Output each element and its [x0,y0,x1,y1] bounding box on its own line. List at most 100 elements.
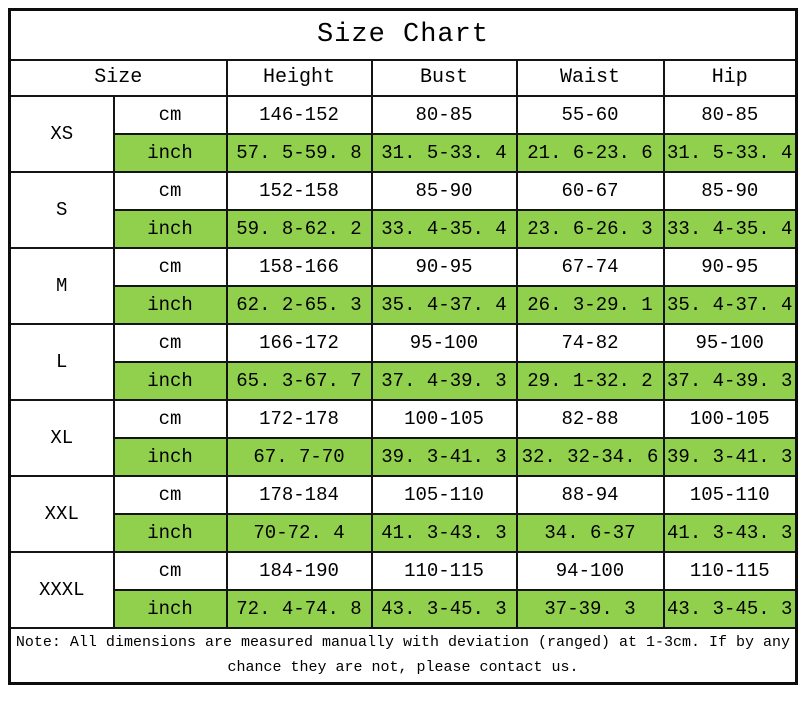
value-cell: 37. 4-39. 3 [370,360,518,401]
header-row: Size Height Bust Waist Hip [8,58,798,97]
unit-cm: cm [112,246,228,287]
value-cell: 57. 5-59. 8 [225,132,373,173]
size-chart-table: Size Chart Size Height Bust Waist Hip XS… [8,8,798,685]
value-cell: 85-90 [370,170,518,211]
row-xxl-inch: inch 70-72. 4 41. 3-43. 3 34. 6-37 41. 3… [10,512,798,553]
unit-inch: inch [112,132,228,173]
value-cell: 31. 5-33. 4 [662,132,798,173]
value-cell: 95-100 [370,322,518,363]
value-cell: 158-166 [225,246,373,287]
row-l-inch: inch 65. 3-67. 7 37. 4-39. 3 29. 1-32. 2… [10,360,798,401]
size-label-s: S [8,170,115,249]
row-xs-inch: inch 57. 5-59. 8 31. 5-33. 4 21. 6-23. 6… [10,132,798,173]
row-xxxl-cm: XXXL cm 184-190 110-115 94-100 110-115 [8,550,798,629]
value-cell: 100-105 [370,398,518,439]
value-cell: 33. 4-35. 4 [662,208,798,249]
value-cell: 37-39. 3 [515,588,665,629]
note-cell: Note: All dimensions are measured manual… [8,626,798,685]
value-cell: 82-88 [515,398,665,439]
value-cell: 88-94 [515,474,665,515]
value-cell: 80-85 [370,94,518,135]
value-cell: 67-74 [515,246,665,287]
value-cell: 80-85 [662,94,798,135]
value-cell: 105-110 [370,474,518,515]
value-cell: 39. 3-41. 3 [662,436,798,477]
row-m-cm: M cm 158-166 90-95 67-74 90-95 [8,246,798,325]
row-xl-cm: XL cm 172-178 100-105 82-88 100-105 [8,398,798,477]
value-cell: 94-100 [515,550,665,591]
value-cell: 43. 3-45. 3 [370,588,518,629]
value-cell: 74-82 [515,322,665,363]
size-label-xl: XL [8,398,115,477]
value-cell: 21. 6-23. 6 [515,132,665,173]
unit-inch: inch [112,360,228,401]
row-xl-inch: inch 67. 7-70 39. 3-41. 3 32. 32-34. 6 3… [10,436,798,477]
header-bust: Bust [370,58,518,97]
row-m-inch: inch 62. 2-65. 3 35. 4-37. 4 26. 3-29. 1… [10,284,798,325]
value-cell: 33. 4-35. 4 [370,208,518,249]
header-waist: Waist [515,58,665,97]
size-chart-panel: Size Chart Size Height Bust Waist Hip XS… [8,8,798,685]
unit-cm: cm [112,550,228,591]
row-xxl-cm: XXL cm 178-184 105-110 88-94 105-110 [8,474,798,553]
row-l-cm: L cm 166-172 95-100 74-82 95-100 [8,322,798,401]
value-cell: 110-115 [370,550,518,591]
value-cell: 65. 3-67. 7 [225,360,373,401]
unit-inch: inch [112,436,228,477]
size-label-xxxl: XXXL [8,550,115,629]
size-label-l: L [8,322,115,401]
value-cell: 34. 6-37 [515,512,665,553]
value-cell: 85-90 [662,170,798,211]
value-cell: 184-190 [225,550,373,591]
value-cell: 31. 5-33. 4 [370,132,518,173]
value-cell: 60-67 [515,170,665,211]
value-cell: 35. 4-37. 4 [662,284,798,325]
value-cell: 55-60 [515,94,665,135]
row-s-cm: S cm 152-158 85-90 60-67 85-90 [8,170,798,249]
row-s-inch: inch 59. 8-62. 2 33. 4-35. 4 23. 6-26. 3… [10,208,798,249]
value-cell: 95-100 [662,322,798,363]
value-cell: 90-95 [370,246,518,287]
value-cell: 90-95 [662,246,798,287]
unit-cm: cm [112,398,228,439]
value-cell: 37. 4-39. 3 [662,360,798,401]
value-cell: 39. 3-41. 3 [370,436,518,477]
header-size: Size [8,58,228,97]
value-cell: 32. 32-34. 6 [515,436,665,477]
value-cell: 72. 4-74. 8 [225,588,373,629]
value-cell: 100-105 [662,398,798,439]
title-row: Size Chart [8,8,798,61]
unit-cm: cm [112,322,228,363]
value-cell: 59. 8-62. 2 [225,208,373,249]
value-cell: 152-158 [225,170,373,211]
unit-cm: cm [112,170,228,211]
value-cell: 41. 3-43. 3 [662,512,798,553]
value-cell: 105-110 [662,474,798,515]
chart-title: Size Chart [8,8,798,61]
value-cell: 29. 1-32. 2 [515,360,665,401]
size-label-xxl: XXL [8,474,115,553]
value-cell: 35. 4-37. 4 [370,284,518,325]
value-cell: 62. 2-65. 3 [225,284,373,325]
value-cell: 178-184 [225,474,373,515]
value-cell: 43. 3-45. 3 [662,588,798,629]
row-xs-cm: XS cm 146-152 80-85 55-60 80-85 [8,94,798,173]
row-xxxl-inch: inch 72. 4-74. 8 43. 3-45. 3 37-39. 3 43… [10,588,798,629]
note-line-1: Note: All dimensions are measured manual… [15,634,791,652]
value-cell: 166-172 [225,322,373,363]
value-cell: 67. 7-70 [225,436,373,477]
unit-cm: cm [112,94,228,135]
value-cell: 41. 3-43. 3 [370,512,518,553]
note-line-2: chance they are not, please contact us. [227,659,579,677]
value-cell: 26. 3-29. 1 [515,284,665,325]
value-cell: 23. 6-26. 3 [515,208,665,249]
unit-inch: inch [112,208,228,249]
unit-inch: inch [112,284,228,325]
value-cell: 110-115 [662,550,798,591]
header-hip: Hip [662,58,798,97]
unit-inch: inch [112,512,228,553]
size-label-xs: XS [8,94,115,173]
value-cell: 172-178 [225,398,373,439]
note-row: Note: All dimensions are measured manual… [8,626,798,685]
size-label-m: M [8,246,115,325]
